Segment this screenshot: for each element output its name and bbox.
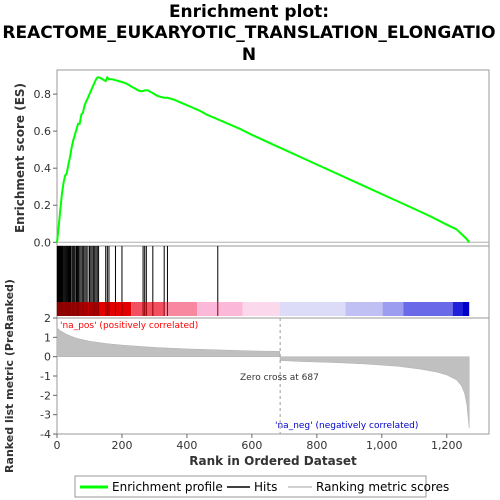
es-panel: 0.0 0.2 0.4 0.6 0.8 Enrichment score (ES) (13, 69, 490, 249)
x-tick-label: 600 (241, 439, 262, 452)
metric-y-axis-label: Ranked list metric (PreRanked) (3, 279, 16, 473)
legend-label-hits: Hits (254, 480, 277, 494)
legend-label-metric: Ranking metric scores (316, 480, 449, 494)
ranking-metric-area (56, 327, 470, 429)
metric-y-ticks: -4 -3 -2 -1 0 1 2 (40, 312, 57, 441)
x-tick-label: 1,200 (431, 439, 463, 452)
es-y-ticks: 0.0 0.2 0.4 0.6 0.8 (34, 88, 57, 249)
hits-panel (56, 245, 490, 319)
es-plot-frame (56, 69, 490, 247)
es-y-axis-label: Enrichment score (ES) (13, 83, 27, 233)
metric-y-tick-label: -2 (40, 389, 51, 402)
colorbar-segment (382, 302, 404, 316)
metric-y-tick-label: 0 (44, 351, 51, 364)
es-y-tick-label: 0.4 (34, 162, 52, 175)
metric-y-tick-label: -1 (40, 370, 51, 383)
x-tick-label: 1,000 (366, 439, 398, 452)
neg-correlated-label: 'na_neg' (negatively correlated) (275, 421, 418, 431)
legend-box (74, 475, 427, 498)
hit-lines (56, 246, 219, 302)
colorbar-segment (452, 302, 464, 316)
colorbar-segment (197, 302, 243, 316)
colorbar-segment (463, 302, 470, 316)
x-tick-label: 400 (176, 439, 197, 452)
metric-y-tick-label: 2 (44, 312, 51, 325)
es-y-tick-label: 0.6 (34, 125, 52, 138)
es-y-tick-label: 0.0 (34, 236, 52, 249)
zero-cross-label: Zero cross at 687 (240, 373, 319, 383)
colorbar-segment (279, 302, 346, 316)
enrichment-profile-line (56, 75, 470, 243)
colorbar-segment (345, 302, 383, 316)
title-line-3: N (242, 45, 256, 65)
metric-y-tick-label: -3 (40, 409, 51, 422)
x-axis-label: Rank in Ordered Dataset (189, 454, 357, 468)
metric-y-tick-label: 1 (44, 331, 51, 344)
rank-colorbar (56, 302, 470, 316)
metric-panel: -4 -3 -2 -1 0 1 2 0 200 400 600 800 1,000 1,200 'na_… (3, 279, 490, 473)
metric-plot-frame (56, 317, 490, 435)
legend-label-enrichment: Enrichment profile (112, 480, 223, 494)
chart-title: Enrichment plot: REACTOME_EUKARYOTIC_TRA… (2, 2, 495, 65)
x-tick-label: 800 (306, 439, 327, 452)
metric-x-ticks: 0 200 400 600 800 1,000 1,200 (54, 434, 463, 452)
legend: Enrichment profile Hits Ranking metric s… (74, 475, 449, 498)
colorbar-segment (242, 302, 280, 316)
metric-y-tick-label: -4 (40, 428, 51, 441)
es-y-tick-label: 0.2 (34, 199, 52, 212)
x-tick-label: 0 (54, 439, 61, 452)
title-line-2: REACTOME_EUKARYOTIC_TRANSLATION_ELONGATI… (2, 23, 495, 43)
colorbar-segment (164, 302, 198, 316)
colorbar-segment (131, 302, 165, 316)
pos-correlated-label: 'na_pos' (positively correlated) (60, 321, 198, 331)
es-y-tick-label: 0.8 (34, 88, 52, 101)
colorbar-segment (403, 302, 453, 316)
title-line-1: Enrichment plot: (169, 2, 329, 22)
x-tick-label: 200 (111, 439, 132, 452)
